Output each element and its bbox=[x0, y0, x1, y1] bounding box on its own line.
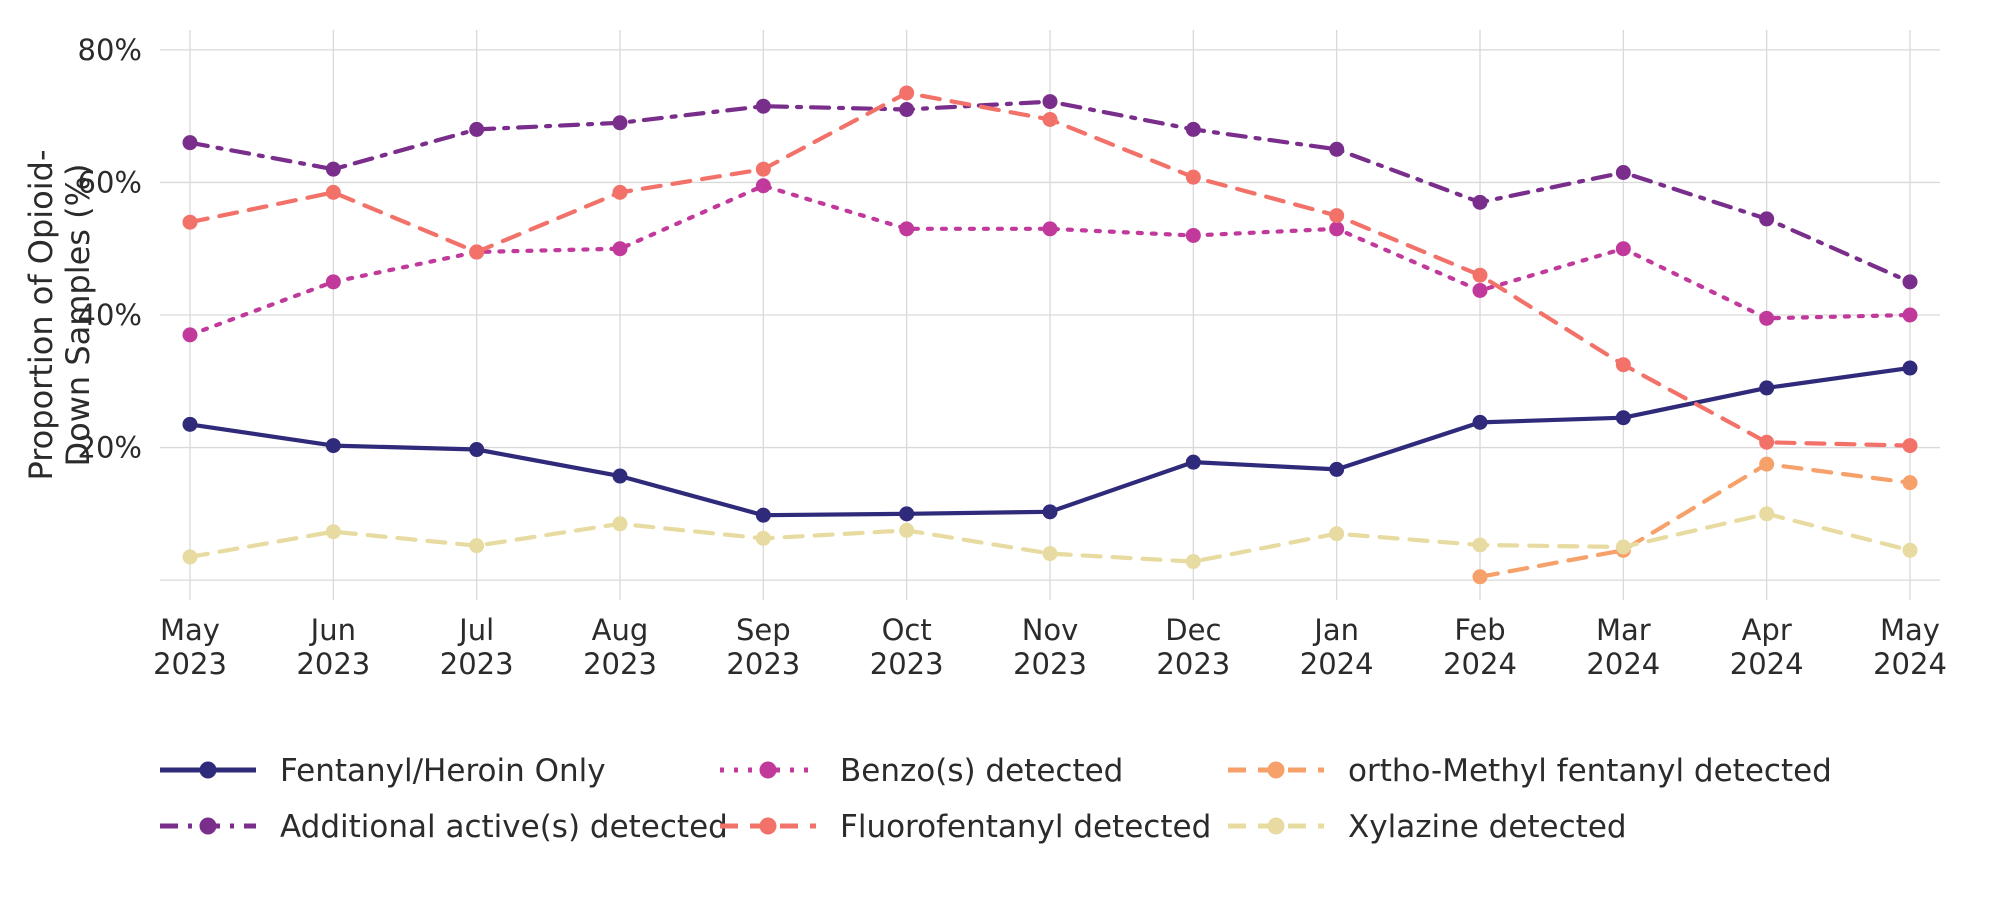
series-marker-fentanyl-heroin-only bbox=[1473, 415, 1488, 430]
legend-swatch-marker bbox=[760, 762, 777, 779]
series-marker-fentanyl-heroin-only bbox=[326, 438, 341, 453]
series-marker-fluorofentanyl bbox=[1329, 208, 1344, 223]
series-marker-additional-actives bbox=[1186, 122, 1201, 137]
series-marker-additional-actives bbox=[1473, 195, 1488, 210]
series-marker-additional-actives bbox=[326, 162, 341, 177]
series-marker-additional-actives bbox=[1616, 165, 1631, 180]
series-marker-fluorofentanyl bbox=[756, 162, 771, 177]
series-marker-xylazine bbox=[1186, 554, 1201, 569]
series-marker-benzos bbox=[1186, 228, 1201, 243]
legend-label: ortho-Methyl fentanyl detected bbox=[1348, 753, 1832, 789]
y-tick-label: 80% bbox=[78, 33, 142, 67]
series-marker-benzos bbox=[1759, 311, 1774, 326]
series-marker-ortho-methyl bbox=[1903, 475, 1918, 490]
legend-swatch-marker bbox=[1268, 762, 1285, 779]
series-marker-fentanyl-heroin-only bbox=[1329, 462, 1344, 477]
series-marker-benzos bbox=[1473, 283, 1488, 298]
x-tick-label: May2024 bbox=[1873, 613, 1947, 681]
series-marker-xylazine bbox=[1043, 546, 1058, 561]
series-marker-fluorofentanyl bbox=[1473, 268, 1488, 283]
legend-swatch-marker bbox=[200, 762, 217, 779]
series-marker-fluorofentanyl bbox=[1616, 357, 1631, 372]
legend-label: Fentanyl/Heroin Only bbox=[280, 753, 606, 789]
series-marker-benzos bbox=[326, 274, 341, 289]
series-marker-additional-actives bbox=[1329, 142, 1344, 157]
series-marker-fluorofentanyl bbox=[1759, 435, 1774, 450]
series-marker-benzos bbox=[1329, 221, 1344, 236]
series-marker-fluorofentanyl bbox=[469, 245, 484, 260]
legend-swatch-marker bbox=[1268, 818, 1285, 835]
series-marker-fentanyl-heroin-only bbox=[1616, 410, 1631, 425]
y-axis-label: Proportion of Opioid-Down Samples (%) bbox=[22, 149, 97, 480]
x-tick-label: May2023 bbox=[153, 613, 227, 681]
series-marker-benzos bbox=[613, 241, 628, 256]
series-marker-fluorofentanyl bbox=[1903, 438, 1918, 453]
series-marker-benzos bbox=[183, 327, 198, 342]
x-tick-label: Nov2023 bbox=[1013, 613, 1087, 681]
series-marker-fentanyl-heroin-only bbox=[469, 442, 484, 457]
legend-swatch-marker bbox=[200, 818, 217, 835]
series-marker-benzos bbox=[1903, 308, 1918, 323]
series-marker-xylazine bbox=[1759, 506, 1774, 521]
series-marker-fentanyl-heroin-only bbox=[613, 469, 628, 484]
series-marker-additional-actives bbox=[469, 122, 484, 137]
series-marker-benzos bbox=[1043, 221, 1058, 236]
series-marker-additional-actives bbox=[1759, 211, 1774, 226]
series-marker-benzos bbox=[899, 221, 914, 236]
series-marker-xylazine bbox=[1616, 539, 1631, 554]
line-chart: 20%40%60%80%May2023Jun2023Jul2023Aug2023… bbox=[0, 0, 2000, 906]
x-tick-label: Aug2023 bbox=[583, 613, 657, 681]
series-marker-additional-actives bbox=[899, 102, 914, 117]
x-tick-label: Dec2023 bbox=[1156, 613, 1230, 681]
series-marker-additional-actives bbox=[183, 135, 198, 150]
series-marker-ortho-methyl bbox=[1473, 569, 1488, 584]
legend-label: Xylazine detected bbox=[1348, 809, 1627, 845]
legend-label: Additional active(s) detected bbox=[280, 809, 728, 845]
series-marker-xylazine bbox=[1329, 526, 1344, 541]
series-marker-additional-actives bbox=[756, 99, 771, 114]
series-marker-xylazine bbox=[899, 523, 914, 538]
series-marker-benzos bbox=[1616, 241, 1631, 256]
legend-label: Benzo(s) detected bbox=[840, 753, 1123, 789]
series-marker-additional-actives bbox=[1903, 274, 1918, 289]
series-marker-xylazine bbox=[469, 538, 484, 553]
series-marker-fentanyl-heroin-only bbox=[183, 417, 198, 432]
series-marker-fluorofentanyl bbox=[183, 215, 198, 230]
series-marker-fentanyl-heroin-only bbox=[1043, 504, 1058, 519]
series-marker-fluorofentanyl bbox=[613, 185, 628, 200]
series-marker-ortho-methyl bbox=[1759, 457, 1774, 472]
series-marker-xylazine bbox=[326, 524, 341, 539]
chart-container: 20%40%60%80%May2023Jun2023Jul2023Aug2023… bbox=[0, 0, 2000, 906]
legend-label: Fluorofentanyl detected bbox=[840, 809, 1211, 845]
series-marker-fluorofentanyl bbox=[899, 85, 914, 100]
legend-swatch-marker bbox=[760, 818, 777, 835]
series-marker-benzos bbox=[756, 178, 771, 193]
series-marker-xylazine bbox=[1473, 537, 1488, 552]
series-marker-xylazine bbox=[183, 549, 198, 564]
series-marker-additional-actives bbox=[1043, 94, 1058, 109]
series-marker-fentanyl-heroin-only bbox=[1186, 455, 1201, 470]
x-tick-label: Sep2023 bbox=[726, 613, 800, 681]
series-marker-fentanyl-heroin-only bbox=[899, 506, 914, 521]
x-tick-label: Mar2024 bbox=[1586, 613, 1660, 681]
series-marker-xylazine bbox=[1903, 543, 1918, 558]
series-marker-fluorofentanyl bbox=[1186, 170, 1201, 185]
series-marker-fentanyl-heroin-only bbox=[756, 508, 771, 523]
series-marker-fluorofentanyl bbox=[1043, 112, 1058, 127]
series-marker-fentanyl-heroin-only bbox=[1903, 361, 1918, 376]
series-marker-additional-actives bbox=[613, 115, 628, 130]
series-marker-fluorofentanyl bbox=[326, 185, 341, 200]
series-marker-fentanyl-heroin-only bbox=[1759, 380, 1774, 395]
series-marker-xylazine bbox=[613, 516, 628, 531]
series-marker-xylazine bbox=[756, 531, 771, 546]
